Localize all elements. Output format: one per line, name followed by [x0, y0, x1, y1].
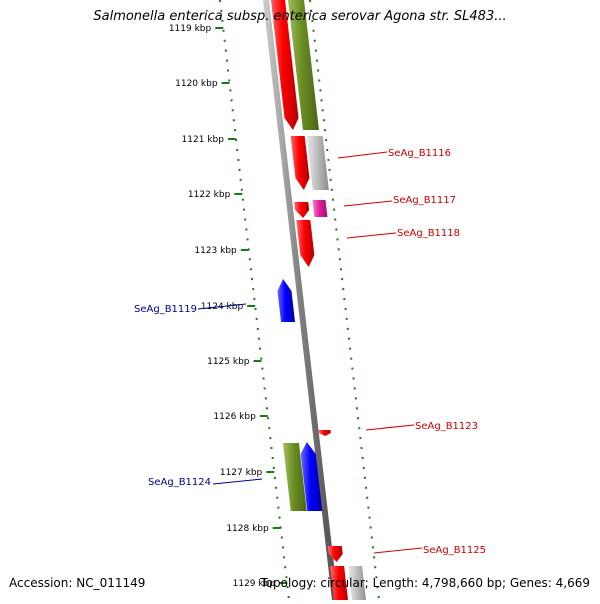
gene-arrow-blue[interactable]	[300, 442, 323, 511]
gene-arrow-red[interactable]	[296, 220, 315, 267]
gene-label[interactable]: SeAg_B1117	[393, 195, 456, 206]
tick-label: 1129 kbp	[233, 579, 276, 589]
gene-label[interactable]: SeAg_B1125	[423, 545, 486, 556]
gene-block-grey[interactable]	[348, 566, 367, 604]
tick-label: 1125 kbp	[207, 357, 250, 367]
tick-label: 1122 kbp	[188, 190, 231, 200]
gene-block-olive[interactable]	[282, 443, 307, 511]
tick-label: 1127 kbp	[220, 468, 263, 478]
gene-callout-line	[197, 303, 247, 310]
gene-label[interactable]: SeAg_B1119	[134, 304, 197, 315]
tick-label: 1128 kbp	[226, 524, 269, 534]
genome-backbone	[263, 0, 338, 601]
dots-inner-rail	[219, 0, 290, 601]
tick-label: 1121 kbp	[182, 135, 225, 145]
gene-callout-line	[212, 478, 263, 485]
tick-label: 1126 kbp	[213, 412, 256, 422]
gene-callout-line	[373, 547, 423, 554]
topology-text: Topology: circular; Length: 4,798,660 bp…	[260, 576, 590, 590]
gene-callout-line	[337, 151, 388, 159]
accession-text: Accession: NC_011149	[9, 576, 146, 590]
gene-block-grey[interactable]	[306, 136, 329, 190]
tick-label: 1123 kbp	[194, 246, 237, 256]
gene-arrow-red[interactable]	[290, 136, 310, 190]
gene-label[interactable]: SeAg_B1124	[148, 477, 211, 488]
dots-outer-rail	[309, 0, 380, 601]
tick-label: 1120 kbp	[175, 79, 218, 89]
gene-callout-line	[365, 424, 415, 431]
gene-arrow-red[interactable]	[270, 0, 299, 130]
gene-block-magenta[interactable]	[312, 200, 328, 217]
gene-label[interactable]: SeAg_B1116	[388, 148, 451, 159]
tick-label: 1124 kbp	[201, 302, 244, 312]
gene-callout-line	[343, 200, 393, 207]
gene-arrow-blue[interactable]	[277, 279, 296, 322]
gene-block-red[interactable]	[330, 566, 349, 604]
gene-label[interactable]: SeAg_B1123	[415, 421, 478, 432]
gene-label[interactable]: SeAg_B1118	[397, 228, 460, 239]
tick-label: 1119 kbp	[169, 24, 212, 34]
gene-arrow-red[interactable]	[294, 202, 310, 218]
gene-block-olive[interactable]	[287, 0, 319, 130]
gene-arrow-red[interactable]	[327, 546, 343, 562]
map-title: Salmonella enterica subsp. enterica sero…	[93, 9, 507, 24]
gene-arrow-red[interactable]	[318, 430, 331, 436]
gene-callout-line	[346, 232, 397, 239]
